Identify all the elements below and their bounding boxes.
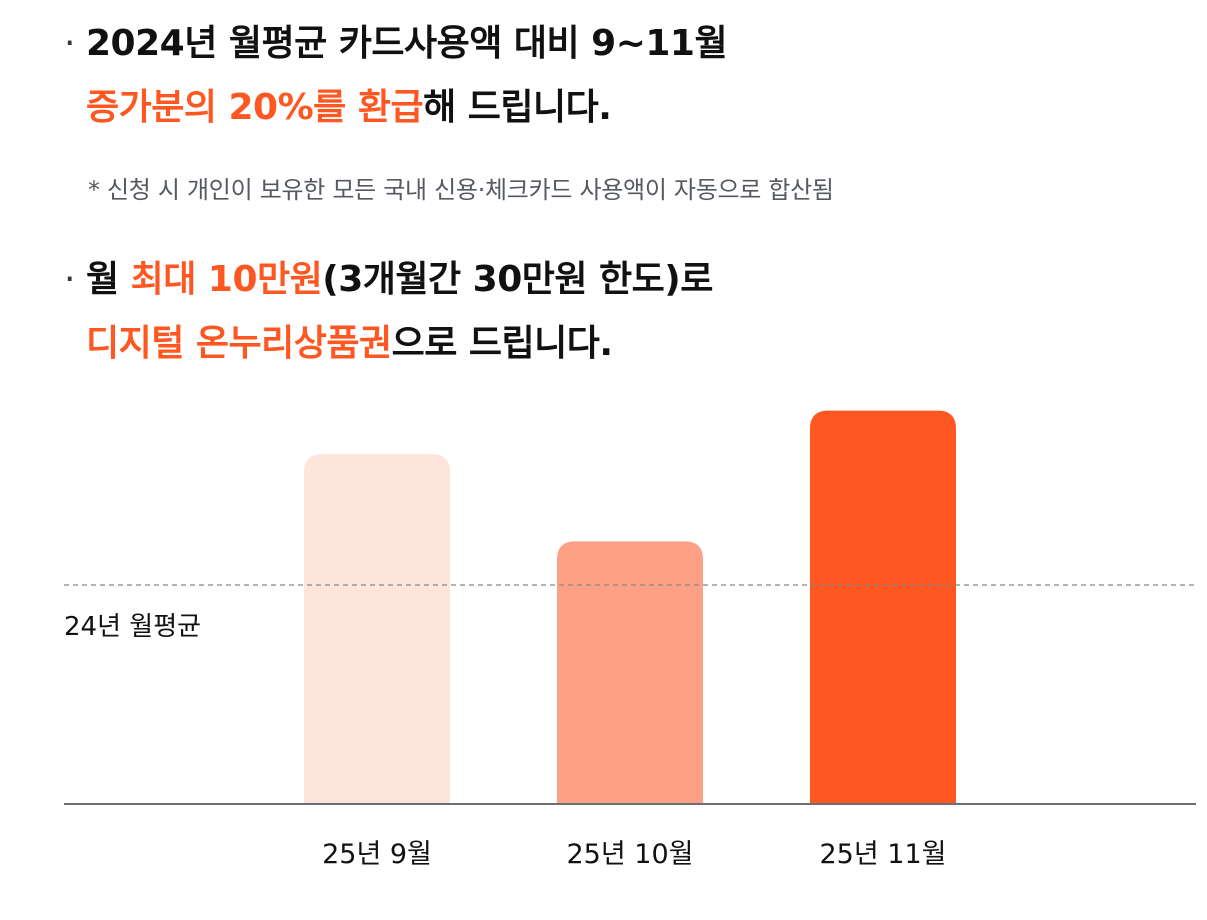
- headline-1-highlight: 증가분의 20%를 환급: [86, 87, 424, 128]
- headline-1-rest: 해 드립니다.: [423, 87, 612, 128]
- x-tick-label: 25년 10월: [567, 839, 694, 870]
- footnote: * 신청 시 개인이 보유한 모든 국내 신용·체크카드 사용액이 자동으로 합…: [88, 176, 834, 204]
- headline-1-line-1: · 2024년 월평균 카드사용액 대비 9~11월: [64, 20, 728, 68]
- headline-2-rest: 으로 드립니다.: [391, 323, 613, 364]
- reference-line-label: 24년 월평균: [64, 612, 201, 642]
- headline-2-highlight-voucher: 디지털 온누리상품권: [86, 323, 392, 364]
- bullet-dot: ·: [64, 23, 75, 64]
- bar-3: [810, 410, 956, 803]
- bar-2: [557, 541, 703, 803]
- x-tick-label: 25년 9월: [322, 839, 432, 870]
- headline-2-highlight-amount: 최대 10만원: [130, 259, 323, 300]
- bullet-dot: ·: [64, 259, 75, 300]
- x-tick-label: 25년 11월: [820, 839, 947, 870]
- headline-2-prefix: 월: [86, 259, 131, 300]
- bar-1: [304, 454, 450, 803]
- headline-2-middle: (3개월간 30만원 한도)로: [322, 259, 713, 300]
- headline-1-line-2: 증가분의 20%를 환급해 드립니다.: [64, 84, 612, 132]
- headline-2-line-1: · 월 최대 10만원(3개월간 30만원 한도)로: [64, 256, 713, 304]
- headline-2-line-2: 디지털 온누리상품권으로 드립니다.: [64, 320, 613, 368]
- headline-1-text: 2024년 월평균 카드사용액 대비 9~11월: [86, 23, 728, 64]
